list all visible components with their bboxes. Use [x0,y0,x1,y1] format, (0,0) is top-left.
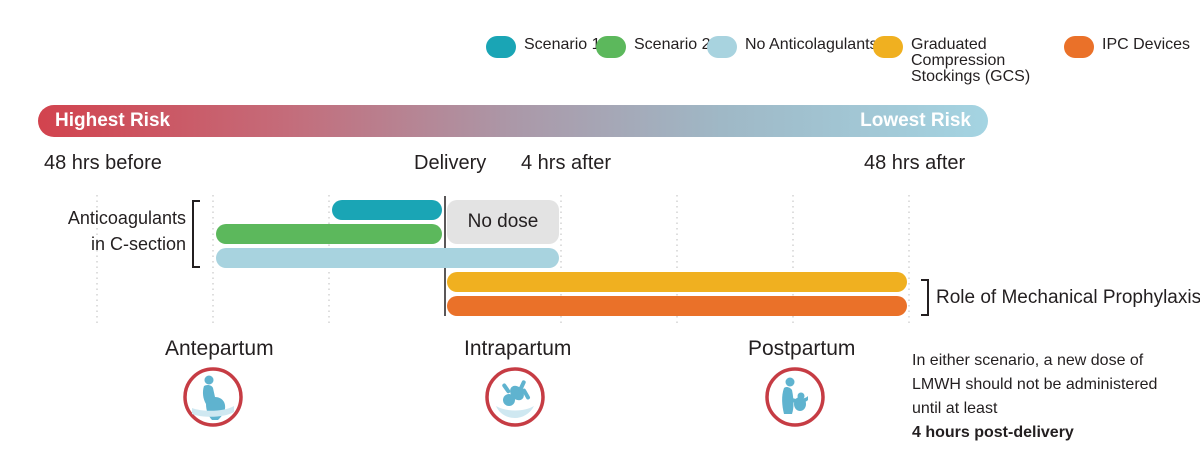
legend-item-ipc-devices: IPC Devices [1064,36,1190,58]
timeline-label-48hrs-before: 48 hrs before [44,152,162,174]
timeline-label-delivery: Delivery [414,152,487,174]
bar-no-anticoagulants [216,248,559,268]
legend-item-scenario-2: Scenario 2 [596,36,711,58]
timeline-label-4hrs-after: 4 hrs after [521,152,612,174]
bar-gcs [447,272,907,292]
legend-label-scenario-1: Scenario 1 [524,36,601,53]
legend-swatch-no-anticoagulants [707,36,737,58]
legend-swatch-gcs [873,36,903,58]
legend-item-gcs: Graduated Compression Stockings (GCS) [873,36,1069,85]
legend-item-no-anticoagulants: No Anticolagulants [707,36,878,58]
anticoagulants-label: Anticoagulants in C-section [40,205,186,257]
legend-label-ipc-devices: IPC Devices [1102,36,1191,53]
lmwh-note-bold: 4 hours post-delivery [912,424,1074,441]
phase-label-intrapartum: Intrapartum [464,337,572,360]
legend-swatch-scenario-1 [486,36,516,58]
phase-label-postpartum: Postpartum [748,337,856,360]
pregnant-woman-icon [183,367,243,427]
anticoagulants-bracket [192,200,200,268]
bar-ipc-devices [447,296,907,316]
anticoagulants-label-line-1: Anticoagulants [67,208,186,228]
bar-scenario-1 [332,200,442,220]
highest-risk-label: Highest Risk [55,110,171,131]
no-dose-box: No dose [447,200,559,244]
legend-swatch-ipc-devices [1064,36,1094,58]
phase-label-antepartum: Antepartum [165,337,274,360]
legend-swatch-scenario-2 [596,36,626,58]
mechanical-bracket [921,279,929,316]
legend-label-scenario-2: Scenario 2 [634,36,711,53]
risk-gradient-bar: Highest Risk Lowest Risk [38,105,988,137]
bar-scenario-2 [216,224,442,244]
timeline-label-48hrs-after: 48 hrs after [864,152,966,174]
lmwh-note-text: In either scenario, a new dose of LMWH s… [912,352,1158,417]
legend-label-gcs: Graduated Compression Stockings (GCS) [911,36,1031,85]
legend-item-scenario-1: Scenario 1 [486,36,601,58]
anticoagulants-label-line-2: in C-section [90,234,186,254]
mechanical-prophylaxis-label: Role of Mechanical Prophylaxis [936,287,1200,308]
legend-label-no-anticoagulants: No Anticolagulants [745,36,878,53]
lowest-risk-label: Lowest Risk [860,110,971,131]
lmwh-note: In either scenario, a new dose of LMWH s… [912,349,1187,445]
mother-holding-baby-icon [765,367,825,427]
baby-icon [485,367,545,427]
